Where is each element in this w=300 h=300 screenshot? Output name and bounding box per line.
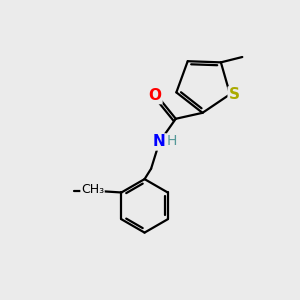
Text: O: O <box>148 88 161 103</box>
Text: H: H <box>167 134 177 148</box>
Text: N: N <box>153 134 166 149</box>
Text: O: O <box>89 183 102 198</box>
Text: S: S <box>229 87 240 102</box>
Text: CH₃: CH₃ <box>81 183 104 196</box>
